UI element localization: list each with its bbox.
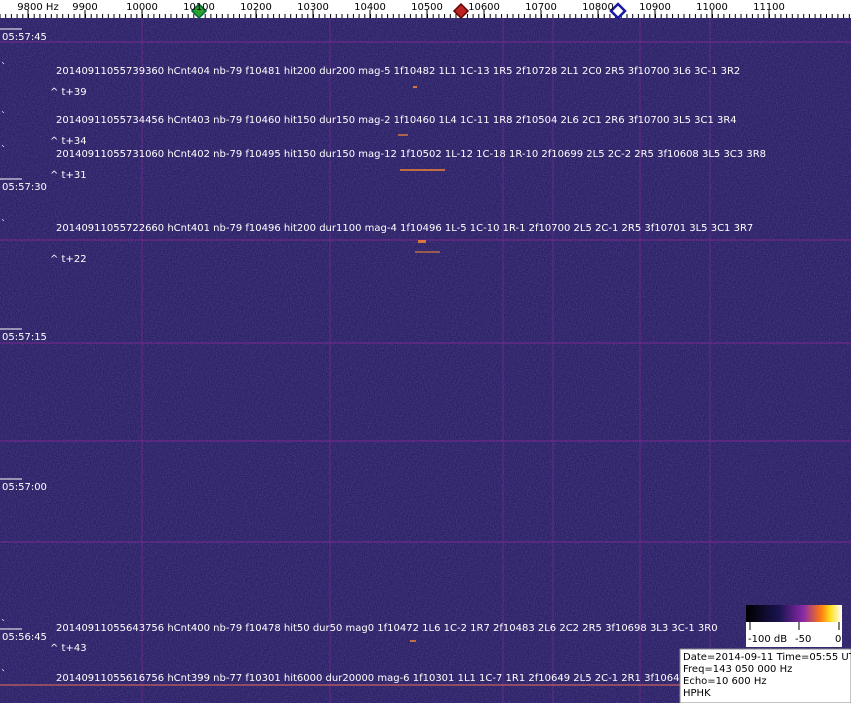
detection-info: 20140911055643756 hCnt400 nb-79 f10478 h… <box>56 623 718 634</box>
frequency-label: 9900 <box>72 2 97 13</box>
frequency-label: 10500 <box>411 2 443 13</box>
frequency-label: 11100 <box>753 2 785 13</box>
tick-mark-symbol: ` <box>1 618 6 630</box>
detection-offset: ^ t+31 <box>50 170 87 181</box>
time-label: 05:56:45 <box>2 632 47 643</box>
time-label: 05:57:45 <box>2 32 47 43</box>
frequency-label: 11000 <box>696 2 728 13</box>
detection-offset: ^ t+43 <box>50 643 87 654</box>
frequency-label: 10700 <box>525 2 557 13</box>
detection-info: 20140911055734456 hCnt403 nb-79 f10460 h… <box>56 115 737 126</box>
info-line: Date=2014-09-11 Time=05:55 UTC <box>683 652 851 663</box>
frequency-label: 10300 <box>297 2 329 13</box>
detection-info: 20140911055616756 hCnt399 nb-77 f10301 h… <box>56 673 707 684</box>
colorbar-scale <box>746 622 842 647</box>
signals <box>0 86 680 686</box>
detection-info: 20140911055722660 hCnt401 nb-79 f10496 h… <box>56 223 753 234</box>
axis-ticks <box>0 10 850 18</box>
tick-mark-symbol: ` <box>1 144 6 156</box>
detection-offset: ^ t+22 <box>50 254 87 265</box>
frequency-label: 9800 Hz <box>17 2 58 13</box>
frequency-label: 10600 <box>468 2 500 13</box>
colorbar-label: 0 <box>835 634 841 645</box>
time-label: 05:57:15 <box>2 332 47 343</box>
info-line: Freq=143 050 000 Hz <box>683 664 792 675</box>
detection-info: 20140911055731060 hCnt402 nb-79 f10495 h… <box>56 149 766 160</box>
noise <box>0 18 851 703</box>
colorbar-label: -50 <box>795 634 811 645</box>
markers <box>190 2 627 20</box>
tick-mark-symbol: ` <box>1 218 6 230</box>
time-label: 05:57:30 <box>2 182 47 193</box>
frequency-label: 10400 <box>354 2 386 13</box>
tick-mark-symbol: ` <box>1 110 6 122</box>
frequency-label: 10000 <box>126 2 158 13</box>
info-line: Echo=10 600 Hz <box>683 676 767 687</box>
frequency-label: 10900 <box>639 2 671 13</box>
frequency-label: 10100 <box>183 2 215 13</box>
frequency-label: 10200 <box>240 2 272 13</box>
detection-offset: ^ t+34 <box>50 136 87 147</box>
info-box <box>679 648 851 703</box>
vertical-lines <box>141 18 711 703</box>
tick-mark-symbol: ` <box>1 668 6 680</box>
time-label: 05:57:00 <box>2 482 47 493</box>
frequency-label: 10800 <box>582 2 614 13</box>
colorbar-label: -100 dB <box>748 634 787 645</box>
frequency-axis <box>0 0 851 18</box>
colorbar <box>746 605 842 622</box>
detection-info: 20140911055739360 hCnt404 nb-79 f10481 h… <box>56 66 740 77</box>
tick-mark-symbol: ` <box>1 61 6 73</box>
info-line: HPHK <box>683 688 711 699</box>
detection-offset: ^ t+39 <box>50 87 87 98</box>
